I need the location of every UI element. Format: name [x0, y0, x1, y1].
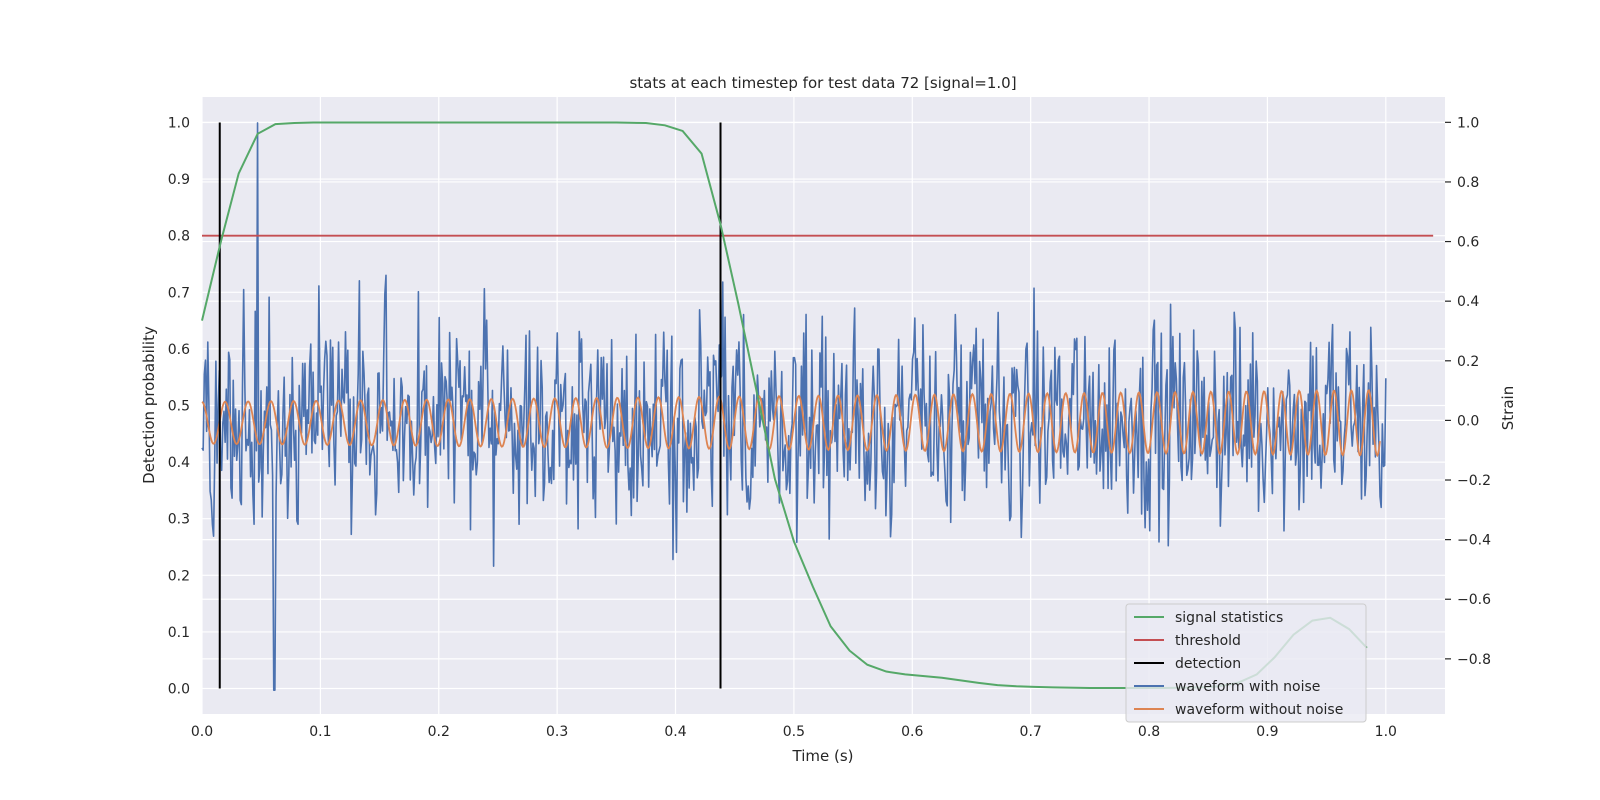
y2-tick-label: 0.6	[1457, 235, 1479, 251]
x-tick-label: 1.0	[1375, 724, 1397, 740]
y-tick-label: 0.2	[168, 568, 190, 584]
y-tick-label: 0.5	[168, 399, 190, 415]
x-axis-title: Time (s)	[792, 747, 854, 765]
y-tick-label: 1.0	[168, 115, 190, 131]
y2-tick-label: 0.8	[1457, 175, 1479, 191]
series-waveform-with-noise	[201, 122, 1387, 691]
x-tick-label: 0.0	[191, 724, 213, 740]
y-tick-label: 0.9	[168, 172, 190, 188]
legend-label-waveform-with-noise: waveform with noise	[1175, 679, 1320, 695]
right-axis: −0.8 −0.6 −0.4 −0.2 0.0 0.2 0.4 0.6 0.8 1.0	[1445, 115, 1491, 668]
y-tick-label: 0.8	[168, 229, 190, 245]
legend-label-waveform-without-noise: waveform without noise	[1175, 702, 1343, 718]
x-tick-label: 0.6	[901, 724, 923, 740]
y-tick-label: 0.4	[168, 455, 190, 471]
y-tick-label: 0.3	[168, 512, 190, 528]
y-tick-label: 0.6	[168, 342, 190, 358]
y-tick-label: 0.7	[168, 285, 190, 301]
x-tick-label: 0.5	[783, 724, 805, 740]
y2-tick-label: −0.4	[1457, 533, 1491, 549]
series-waveform-without-noise	[201, 388, 1381, 458]
x-tick-label: 0.7	[1020, 724, 1042, 740]
x-tick-label: 0.8	[1138, 724, 1160, 740]
x-axis: 0.0 0.1 0.2 0.3 0.4 0.5 0.6 0.7 0.8 0.9 1.0	[191, 724, 1397, 740]
y2-tick-label: −0.8	[1457, 652, 1491, 668]
legend-label-signal-statistics: signal statistics	[1175, 610, 1283, 626]
y-tick-label: 0.1	[168, 625, 190, 641]
x-tick-label: 0.1	[309, 724, 331, 740]
legend-label-detection: detection	[1175, 656, 1241, 672]
y2-tick-label: −0.6	[1457, 592, 1491, 608]
y-axis-title: Detection probability	[140, 326, 158, 484]
y-tick-label: 0.0	[168, 682, 190, 698]
y2-tick-label: 1.0	[1457, 115, 1479, 131]
y2-tick-label: 0.0	[1457, 413, 1479, 429]
chart-title: stats at each timestep for test data 72 …	[629, 74, 1016, 92]
legend-label-threshold: threshold	[1175, 633, 1241, 649]
y2-tick-label: 0.2	[1457, 354, 1479, 370]
legend: signal statistics threshold detection wa…	[1125, 603, 1367, 723]
x-tick-label: 0.3	[546, 724, 568, 740]
y2-tick-label: −0.2	[1457, 473, 1491, 489]
x-tick-label: 0.4	[664, 724, 686, 740]
y2-tick-label: 0.4	[1457, 294, 1479, 310]
legend-box	[1125, 603, 1367, 723]
x-tick-label: 0.2	[428, 724, 450, 740]
x-tick-label: 0.9	[1256, 724, 1278, 740]
y2-axis-title: Strain	[1499, 386, 1517, 430]
left-axis: 0.0 0.1 0.2 0.3 0.4 0.5 0.6 0.7 0.8 0.9 1.0	[168, 115, 190, 697]
